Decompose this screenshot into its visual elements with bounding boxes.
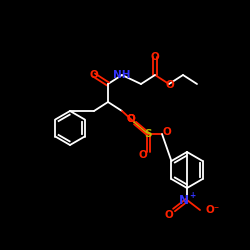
Text: NH: NH (113, 70, 131, 80)
Text: O⁻: O⁻ (206, 205, 220, 215)
Text: O: O (90, 70, 98, 80)
Text: O: O (138, 150, 147, 160)
Text: O: O (166, 80, 174, 90)
Text: O: O (162, 127, 172, 137)
Text: S: S (144, 129, 152, 139)
Text: O: O (150, 52, 160, 62)
Text: O: O (127, 114, 136, 124)
Text: O: O (164, 210, 173, 220)
Text: +: + (189, 192, 195, 200)
Text: N: N (179, 194, 189, 206)
Text: O: O (127, 114, 136, 124)
